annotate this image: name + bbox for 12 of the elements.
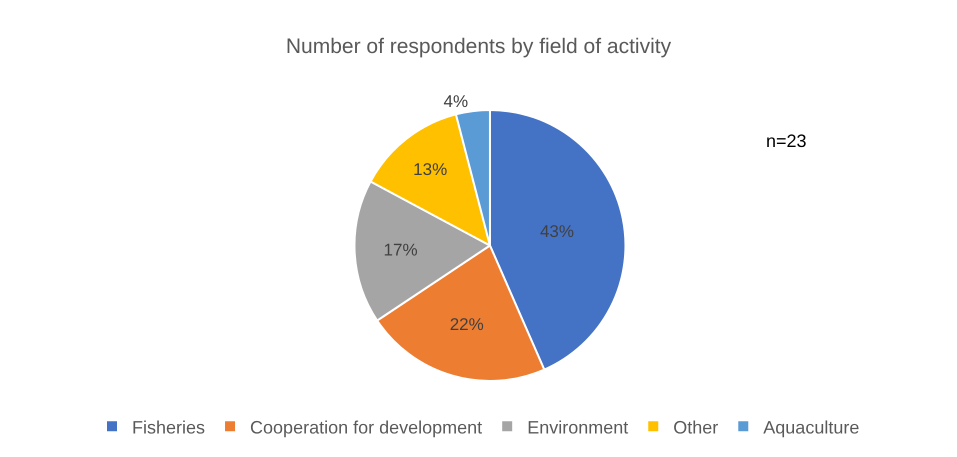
legend-label: Cooperation for development — [250, 417, 482, 438]
legend-label: Fisheries — [132, 417, 206, 438]
chart-title: Number of respondents by field of activity — [286, 35, 672, 58]
data-label: 13% — [413, 160, 448, 179]
data-label: 4% — [443, 92, 468, 112]
legend-label: Aquaculture — [763, 417, 860, 438]
legend-label: Environment — [527, 417, 628, 438]
data-label: 43% — [540, 222, 574, 241]
data-label: 17% — [384, 240, 418, 260]
text: n=23 — [766, 131, 807, 151]
data-label: 22% — [450, 315, 484, 334]
legend-label: Other — [673, 417, 718, 438]
